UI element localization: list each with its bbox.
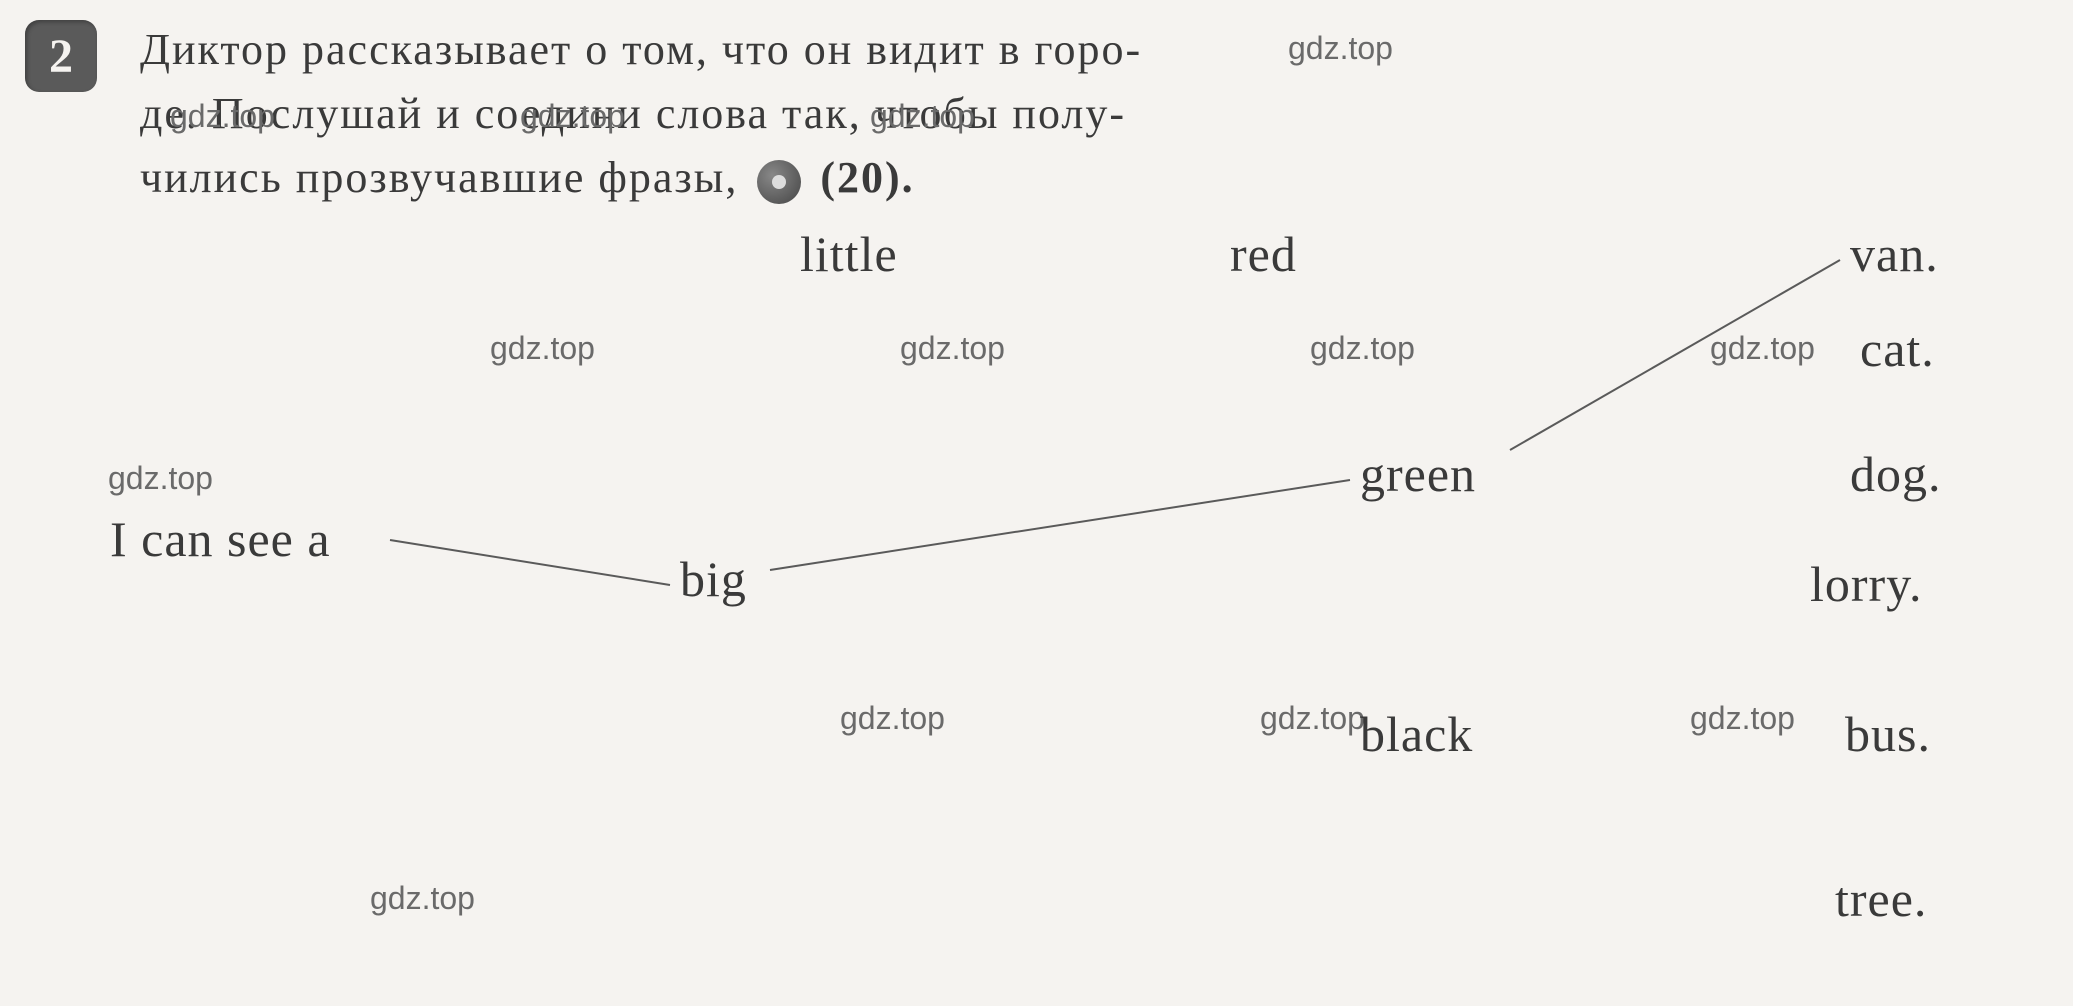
instructions-line-1: Диктор рассказывает о том, что он видит …: [140, 25, 1142, 74]
watermark-text: gdz.top: [108, 460, 213, 497]
word-bus: bus.: [1845, 705, 1931, 763]
watermark-text: gdz.top: [1710, 330, 1815, 367]
watermark-text: gdz.top: [870, 98, 975, 135]
word-text: big: [680, 551, 747, 607]
word-tree: tree.: [1835, 870, 1927, 928]
track-number: (20).: [820, 153, 914, 202]
word-text: green: [1360, 446, 1476, 502]
word-text: little: [800, 226, 898, 282]
word-text: van.: [1850, 226, 1939, 282]
watermark-text: gdz.top: [1310, 330, 1415, 367]
word-green: green: [1360, 445, 1476, 503]
word-dog: dog.: [1850, 445, 1942, 503]
instructions-line-3: чились прозвучавшие фразы,: [140, 153, 738, 202]
exercise-number-text: 2: [49, 29, 73, 84]
word-text: dog.: [1850, 446, 1942, 502]
watermark-text: gdz.top: [1690, 700, 1795, 737]
watermark-text: gdz.top: [840, 700, 945, 737]
word-big: big: [680, 550, 747, 608]
word-van: van.: [1850, 225, 1939, 283]
word-little: little: [800, 225, 898, 283]
exercise-instructions: Диктор рассказывает о том, что он видит …: [140, 18, 2040, 209]
word-text: black: [1360, 706, 1473, 762]
word-text: red: [1230, 226, 1297, 282]
word-red: red: [1230, 225, 1297, 283]
word-text: tree.: [1835, 871, 1927, 927]
word-black: black: [1360, 705, 1473, 763]
word-lorry: lorry.: [1810, 555, 1922, 613]
stem-phrase: I can see a: [110, 510, 331, 568]
word-text: lorry.: [1810, 556, 1922, 612]
watermark-text: gdz.top: [170, 98, 275, 135]
stem-text: I can see a: [110, 511, 331, 567]
watermark-text: gdz.top: [900, 330, 1005, 367]
watermark-text: gdz.top: [370, 880, 475, 917]
watermark-text: gdz.top: [1288, 30, 1393, 67]
instructions-line-2: де. Послушай и соедини слова так, чтобы …: [140, 89, 1126, 138]
word-cat: cat.: [1860, 320, 1935, 378]
word-text: bus.: [1845, 706, 1931, 762]
watermark-text: gdz.top: [1260, 700, 1365, 737]
cd-icon: [757, 160, 801, 204]
exercise-number-badge: 2: [25, 20, 97, 92]
watermark-text: gdz.top: [520, 98, 625, 135]
word-text: cat.: [1860, 321, 1935, 377]
watermark-text: gdz.top: [490, 330, 595, 367]
